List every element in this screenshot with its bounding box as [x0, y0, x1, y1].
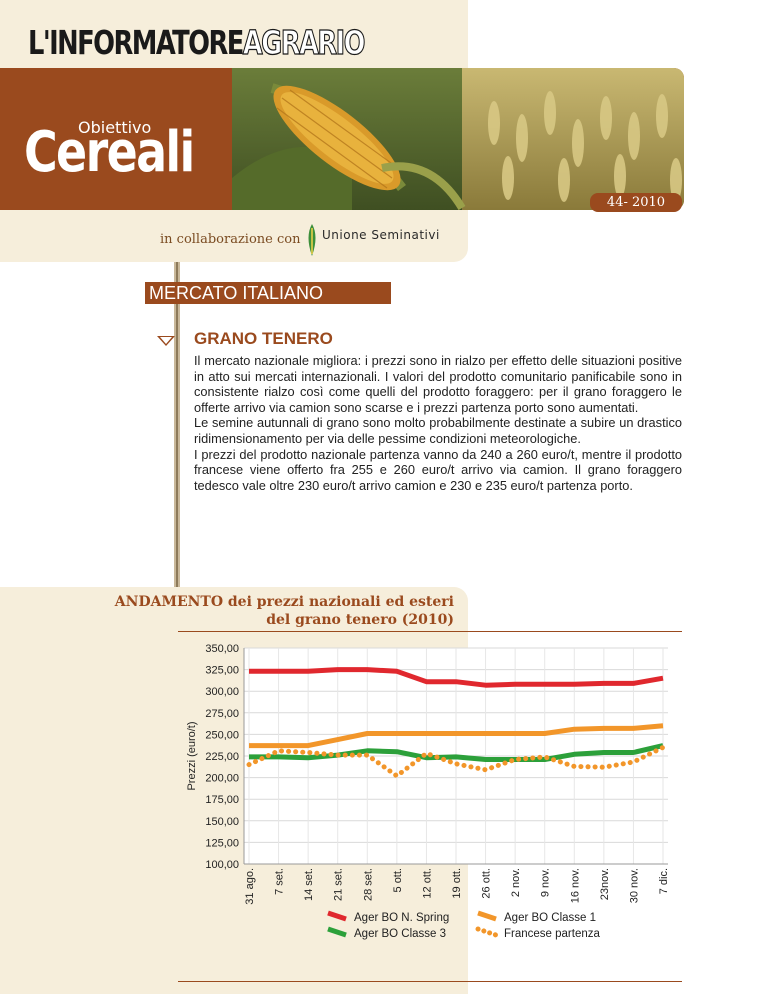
legend-swatch — [327, 910, 347, 922]
y-tick-label: 300,00 — [205, 686, 239, 698]
chart-rule-top — [178, 631, 682, 632]
chart-title-line2: del grano tenero (2010) — [266, 612, 454, 628]
legend-swatch — [477, 910, 497, 922]
legend-label: Francese partenza — [504, 928, 600, 940]
x-tick-label: 21 set. — [333, 868, 345, 901]
y-tick-label: 200,00 — [205, 773, 239, 785]
x-tick-label: 14 set. — [303, 868, 315, 901]
vertical-rule-inner — [176, 262, 178, 597]
x-tick-label: 30 nov. — [628, 868, 640, 903]
y-tick-label: 250,00 — [205, 729, 239, 741]
x-tick-label: 9 nov. — [540, 868, 552, 897]
series-line — [249, 723, 664, 749]
x-tick-label: 5 ott. — [392, 868, 404, 892]
y-tick-label: 100,00 — [205, 859, 239, 871]
chart-title-line1: ANDAMENTO dei prezzi nazionali ed esteri — [114, 594, 454, 610]
x-tick-label: 28 set. — [362, 868, 374, 901]
chart-rule-bottom — [178, 981, 682, 982]
cereali-banner — [0, 68, 684, 210]
logo-part2: AGRARIO — [242, 23, 366, 62]
article-body: Il mercato nazionale migliora: i prezzi … — [194, 353, 682, 493]
x-tick-label: 7 dic. — [658, 868, 670, 894]
magazine-logo: L'INFORMATOREAGRARIO — [28, 23, 366, 62]
legend-swatch — [327, 926, 347, 938]
y-tick-label: 350,00 — [205, 643, 239, 655]
series-line — [249, 743, 664, 762]
y-axis-label: Prezzi (euro/t) — [186, 721, 198, 790]
y-tick-label: 325,00 — [205, 665, 239, 677]
legend-label: Ager BO N. Spring — [354, 912, 449, 924]
x-tick-label: 23nov. — [599, 868, 611, 900]
series-line — [249, 667, 664, 688]
x-tick-label: 16 nov. — [569, 868, 581, 903]
paragraph: Le semine autunnali di grano sono molto … — [194, 415, 682, 446]
unione-seminativi-logo-icon — [308, 224, 316, 256]
legend-swatch — [475, 926, 499, 938]
partner-name: Unione Seminativi — [322, 228, 440, 242]
crop-photo — [232, 68, 684, 210]
x-tick-label: 31 ago. — [244, 868, 256, 905]
series-line — [246, 744, 666, 779]
x-tick-label: 12 ott. — [421, 868, 433, 899]
legend-label: Ager BO Classe 1 — [504, 912, 596, 924]
section-title: MERCATO ITALIANO — [145, 282, 391, 304]
x-tick-label: 7 set. — [274, 868, 286, 895]
paragraph: I prezzi del prodotto nazionale partenza… — [194, 446, 682, 493]
y-tick-label: 125,00 — [205, 837, 239, 849]
y-tick-label: 275,00 — [205, 708, 239, 720]
cereali-title: Cereali — [24, 120, 195, 185]
logo-part1: L'INFORMATORE — [28, 23, 244, 62]
chart-title: ANDAMENTO dei prezzi nazionali ed esteri… — [100, 593, 454, 629]
x-tick-label: 26 ott. — [481, 868, 493, 899]
collaboration-label: in collaborazione con — [160, 232, 301, 247]
obiettivo-label: Obiettivo — [78, 118, 152, 137]
y-tick-label: 225,00 — [205, 751, 239, 763]
y-tick-label: 175,00 — [205, 794, 239, 806]
triangle-marker-inner — [160, 337, 172, 344]
paragraph: Il mercato nazionale migliora: i prezzi … — [194, 353, 682, 415]
issue-number: 44- 2010 — [590, 193, 682, 212]
corn-cob — [273, 85, 401, 191]
x-tick-label: 2 nov. — [510, 868, 522, 897]
x-tick-label: 19 ott. — [451, 868, 463, 899]
section-subtitle: GRANO TENERO — [194, 329, 333, 348]
legend-label: Ager BO Classe 3 — [354, 928, 446, 940]
y-tick-label: 150,00 — [205, 816, 239, 828]
